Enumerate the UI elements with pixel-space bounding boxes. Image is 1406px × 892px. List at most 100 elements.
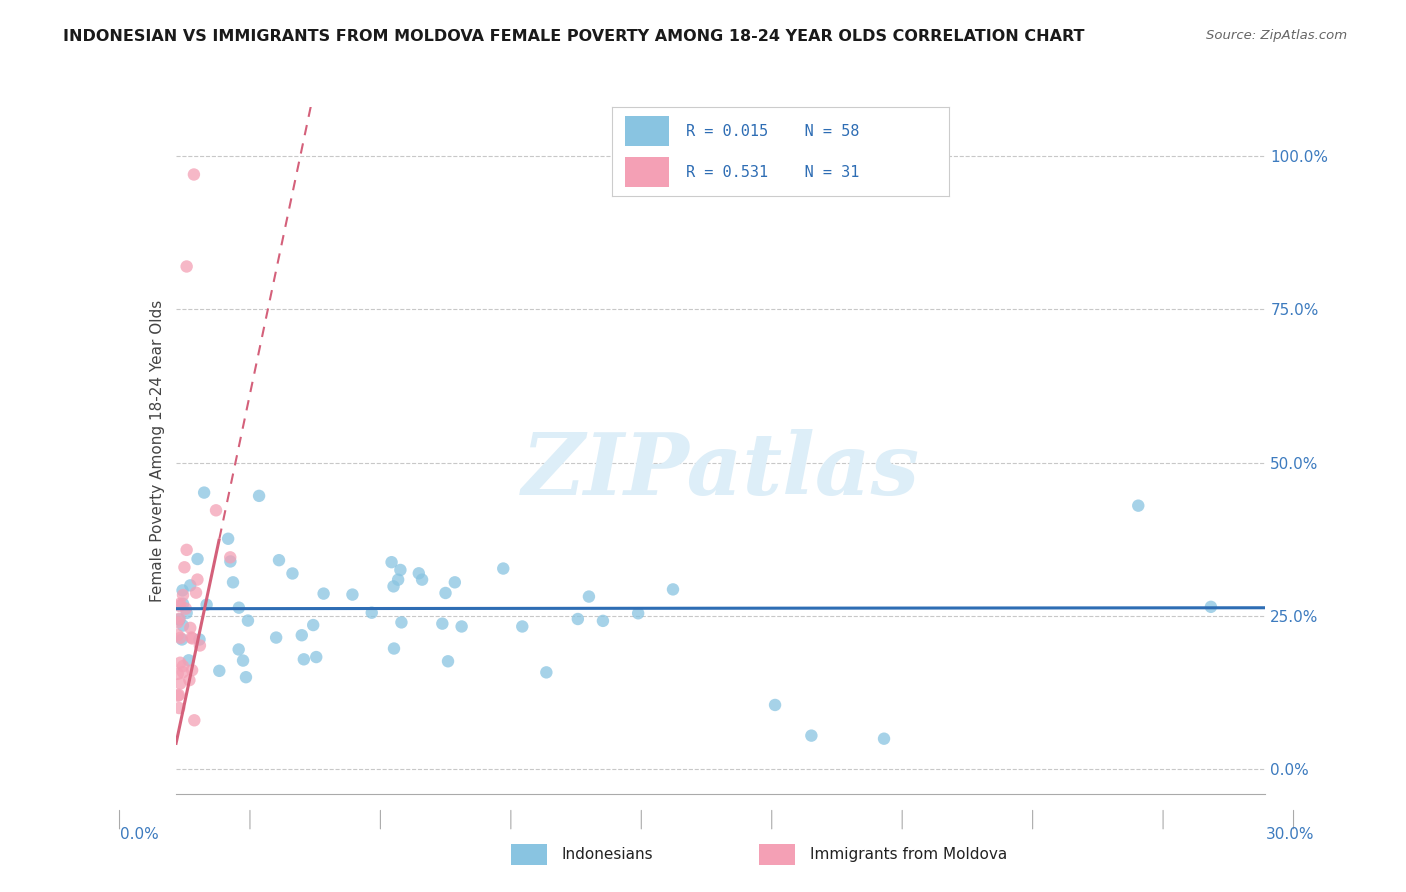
Point	[166, 615, 188, 630]
Point	[228, 600, 250, 615]
Point	[380, 555, 402, 569]
Point	[167, 701, 190, 715]
Point	[382, 641, 405, 656]
Bar	[626, 116, 669, 146]
Point	[172, 618, 194, 632]
Point	[193, 485, 215, 500]
Text: Source: ZipAtlas.com: Source: ZipAtlas.com	[1206, 29, 1347, 42]
Point	[411, 573, 433, 587]
Point	[567, 612, 589, 626]
Point	[1199, 599, 1222, 614]
Point	[184, 585, 207, 599]
Point	[188, 639, 211, 653]
Point	[627, 607, 650, 621]
Point	[176, 260, 198, 274]
Point	[174, 601, 197, 615]
Point	[873, 731, 896, 746]
Point	[172, 597, 194, 611]
Point	[389, 563, 412, 577]
Point	[169, 631, 191, 645]
Point	[228, 642, 250, 657]
Point	[302, 618, 325, 632]
Point	[179, 673, 201, 687]
Point	[391, 615, 413, 630]
Bar	[512, 844, 547, 865]
Point	[167, 689, 190, 703]
Point	[179, 621, 201, 635]
Text: INDONESIAN VS IMMIGRANTS FROM MOLDOVA FEMALE POVERTY AMONG 18-24 YEAR OLDS CORRE: INDONESIAN VS IMMIGRANTS FROM MOLDOVA FE…	[63, 29, 1085, 44]
Point	[205, 503, 228, 517]
Point	[169, 656, 191, 670]
Point	[181, 663, 204, 677]
Text: Indonesians: Indonesians	[562, 847, 654, 862]
Point	[267, 553, 290, 567]
Point	[763, 698, 786, 712]
Point	[177, 653, 200, 667]
Point	[312, 586, 335, 600]
Point	[662, 582, 685, 597]
Point	[219, 550, 242, 565]
Point	[232, 654, 254, 668]
Point	[387, 573, 409, 587]
Point	[236, 614, 259, 628]
Bar	[759, 844, 794, 865]
Point	[169, 599, 191, 613]
Point	[291, 628, 314, 642]
Point	[264, 631, 287, 645]
Point	[172, 659, 194, 673]
Point	[166, 666, 188, 681]
Point	[578, 590, 600, 604]
Point	[510, 619, 533, 633]
Point	[208, 664, 231, 678]
Point	[186, 573, 208, 587]
Point	[183, 714, 205, 728]
Point	[172, 665, 194, 680]
Point	[180, 631, 202, 645]
Point	[169, 597, 191, 611]
Point	[172, 583, 194, 598]
Point	[187, 552, 209, 566]
Text: Immigrants from Moldova: Immigrants from Moldova	[810, 847, 1007, 862]
Point	[166, 628, 188, 642]
Point	[1128, 499, 1150, 513]
Point	[382, 579, 405, 593]
Point	[195, 598, 218, 612]
Point	[305, 650, 328, 665]
Point	[492, 561, 515, 575]
Point	[434, 586, 457, 600]
Point	[188, 632, 211, 647]
Point	[360, 606, 382, 620]
Text: 30.0%: 30.0%	[1267, 827, 1315, 841]
Point	[450, 619, 472, 633]
Point	[179, 578, 201, 592]
Point	[342, 588, 364, 602]
Point	[592, 614, 614, 628]
Point	[292, 652, 315, 666]
Point	[176, 542, 198, 557]
Point	[217, 532, 239, 546]
Text: R = 0.015    N = 58: R = 0.015 N = 58	[686, 124, 859, 138]
Point	[169, 676, 191, 690]
Point	[169, 612, 191, 626]
Text: 0.0%: 0.0%	[120, 827, 159, 841]
Point	[183, 168, 205, 182]
Point	[222, 575, 245, 590]
Point	[536, 665, 558, 680]
Point	[235, 670, 257, 684]
Text: R = 0.531    N = 31: R = 0.531 N = 31	[686, 165, 859, 179]
Point	[173, 560, 195, 574]
Point	[408, 566, 430, 581]
Point	[176, 606, 198, 620]
Point	[181, 632, 204, 646]
Point	[432, 616, 454, 631]
Point	[281, 566, 304, 581]
Point	[443, 575, 465, 590]
Point	[172, 588, 194, 602]
Point	[170, 632, 193, 647]
Point	[437, 654, 460, 668]
Point	[167, 688, 190, 702]
Y-axis label: Female Poverty Among 18-24 Year Olds: Female Poverty Among 18-24 Year Olds	[149, 300, 165, 601]
Bar	[626, 157, 669, 187]
Point	[800, 729, 823, 743]
Text: ZIPatlas: ZIPatlas	[522, 429, 920, 513]
